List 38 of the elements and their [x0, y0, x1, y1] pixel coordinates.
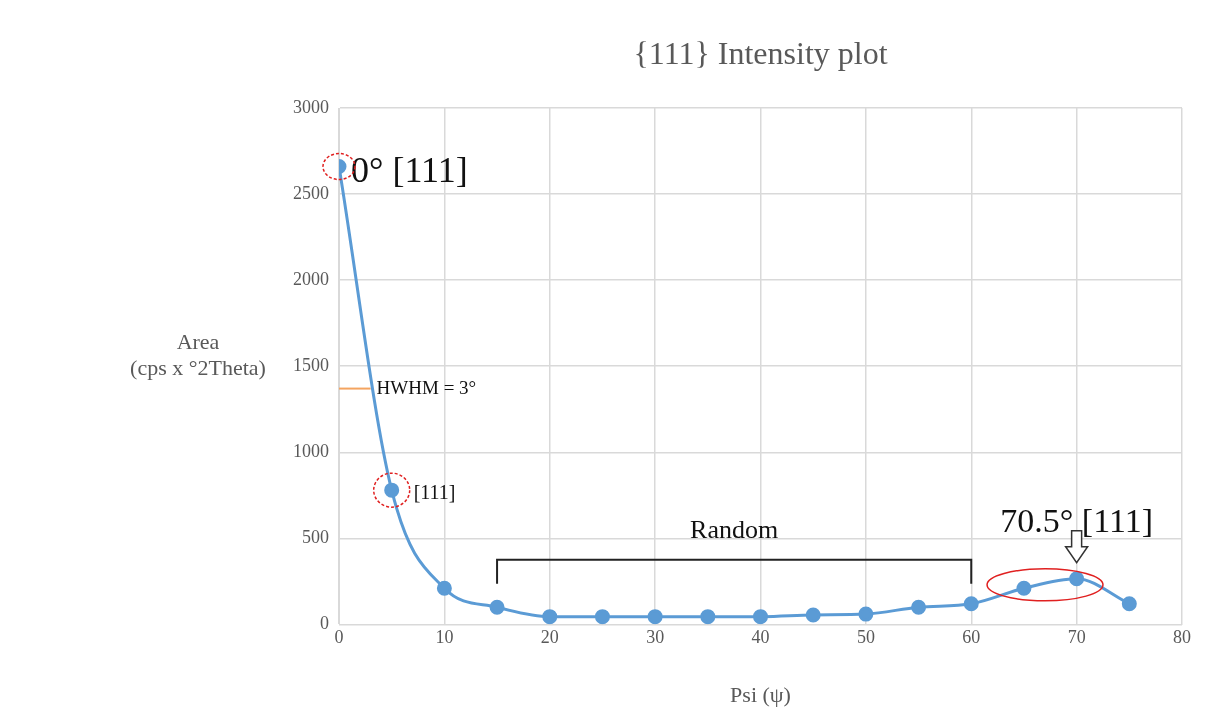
x-axis-title: Psi (ψ) — [730, 682, 791, 708]
point — [805, 607, 821, 623]
point — [436, 580, 452, 596]
point — [542, 609, 558, 625]
point — [700, 609, 716, 625]
x-tick-label: 60 — [962, 626, 981, 647]
chart-title: {111} Intensity plot — [633, 35, 888, 72]
x-tick-label: 30 — [646, 626, 665, 647]
point — [1121, 596, 1137, 612]
y-tick-label: 1000 — [293, 441, 329, 461]
point — [1016, 580, 1032, 596]
x-tick-label: 0 — [334, 626, 344, 647]
annotation: HWHM = 3° — [376, 376, 477, 398]
x-tick-label: 70 — [1067, 626, 1086, 647]
x-tick-label: 20 — [540, 626, 559, 647]
x-tick-label: 10 — [435, 626, 454, 647]
x-tick-label: 40 — [751, 626, 770, 647]
y-tick-label: 0 — [320, 613, 329, 634]
y-tick-label: 3000 — [293, 96, 329, 117]
annotation: 0° [111] — [351, 149, 468, 190]
point — [911, 599, 927, 615]
point — [753, 609, 768, 625]
y-tick-label: 1500 — [293, 354, 329, 375]
point — [489, 599, 505, 615]
point — [594, 609, 610, 625]
y-tick-label: 2500 — [293, 182, 329, 203]
x-tick-label: 80 — [1173, 626, 1191, 647]
y-tick-label: 2000 — [293, 268, 329, 289]
y-axis-title: Area (cps x °2Theta) — [130, 328, 266, 380]
annotation: [111] — [413, 481, 456, 504]
point — [1069, 571, 1085, 587]
annotation: 70.5° [111] — [1000, 501, 1153, 539]
annotation: Random — [690, 515, 779, 545]
y-tick-label: 500 — [302, 527, 329, 548]
point — [858, 606, 874, 622]
x-tick-label: 50 — [856, 626, 875, 647]
point — [963, 596, 979, 612]
point — [647, 609, 663, 625]
